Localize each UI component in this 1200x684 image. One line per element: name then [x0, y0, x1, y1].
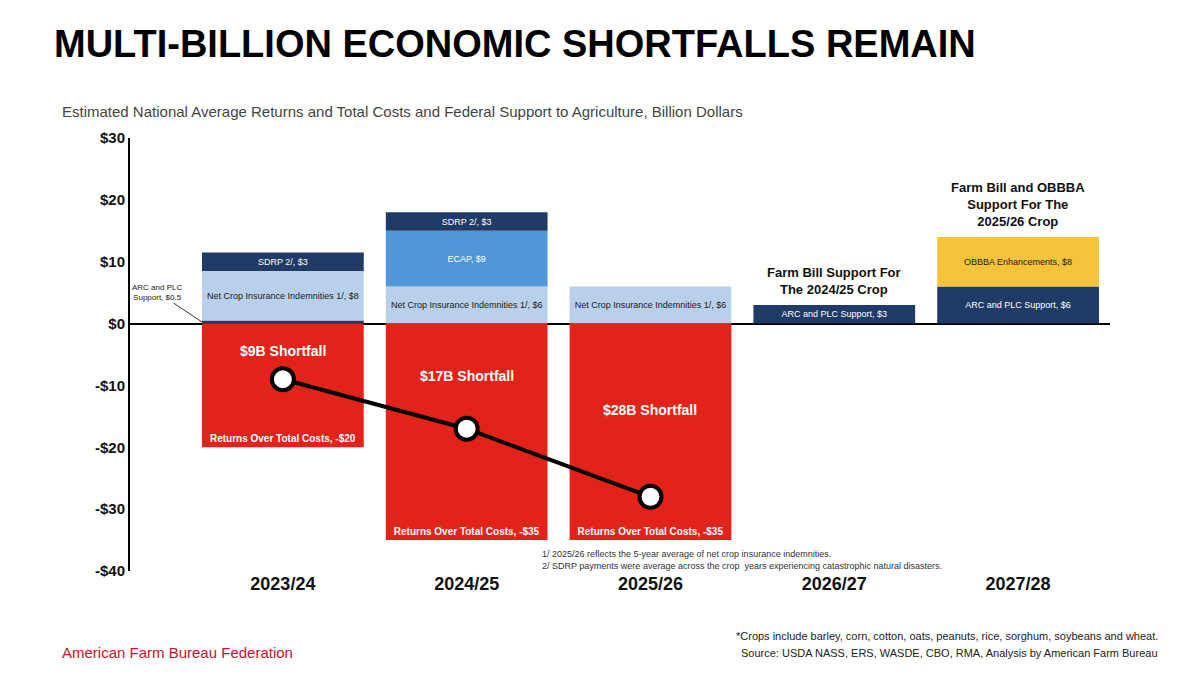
svg-text:Returns Over Total Costs, -$35: Returns Over Total Costs, -$35: [578, 526, 724, 537]
svg-text:Farm Bill and OBBBASupport For: Farm Bill and OBBBASupport For The2025/2…: [951, 180, 1085, 229]
svg-text:$0: $0: [108, 315, 125, 332]
svg-text:ECAP, $9: ECAP, $9: [447, 254, 485, 264]
svg-text:MULTI-BILLION ECONOMIC SHORTFA: MULTI-BILLION ECONOMIC SHORTFALLS REMAIN: [54, 23, 976, 65]
svg-text:Net Crop Insurance Indemnities: Net Crop Insurance Indemnities 1/, $6: [575, 300, 727, 310]
svg-text:$9B Shortfall: $9B Shortfall: [240, 343, 326, 359]
svg-text:$28B Shortfall: $28B Shortfall: [603, 402, 697, 418]
svg-text:Estimated National Average Ret: Estimated National Average Returns and T…: [62, 103, 743, 120]
svg-text:ARC and PLCSupport, $0.5: ARC and PLCSupport, $0.5: [132, 283, 182, 302]
svg-text:-$10: -$10: [95, 377, 125, 394]
svg-text:2025/26: 2025/26: [618, 574, 683, 594]
svg-text:Source: USDA NASS, ERS, WASDE,: Source: USDA NASS, ERS, WASDE, CBO, RMA,…: [741, 647, 1158, 659]
svg-text:2024/25: 2024/25: [434, 574, 499, 594]
svg-text:Net Crop Insurance Indemnities: Net Crop Insurance Indemnities 1/, $8: [207, 291, 359, 301]
svg-text:*Crops include barley, corn, c: *Crops include barley, corn, cotton, oat…: [736, 630, 1158, 642]
svg-text:2023/24: 2023/24: [250, 574, 315, 594]
svg-text:SDRP 2/, $3: SDRP 2/, $3: [442, 217, 492, 227]
svg-text:2027/28: 2027/28: [986, 574, 1051, 594]
svg-text:OBBBA Enhancements, $8: OBBBA Enhancements, $8: [964, 257, 1072, 267]
svg-text:-$40: -$40: [95, 562, 125, 579]
svg-text:-$20: -$20: [95, 439, 125, 456]
svg-text:2/ SDRP payments were average: 2/ SDRP payments were average across the…: [542, 561, 942, 571]
svg-text:SDRP 2/, $3: SDRP 2/, $3: [258, 257, 308, 267]
svg-text:Farm Bill Support ForThe 2024/: Farm Bill Support ForThe 2024/25 Crop: [767, 265, 901, 297]
svg-text:ARC and PLC Support, $3: ARC and PLC Support, $3: [782, 309, 888, 319]
svg-text:2026/27: 2026/27: [802, 574, 867, 594]
svg-text:Net Crop Insurance Indemnities: Net Crop Insurance Indemnities 1/, $6: [391, 300, 543, 310]
svg-text:1/ 2025/26 reflects the 5-year: 1/ 2025/26 reflects the 5-year average o…: [542, 549, 831, 559]
svg-text:$17B Shortfall: $17B Shortfall: [420, 368, 514, 384]
svg-text:$10: $10: [100, 253, 125, 270]
svg-text:American Farm Bureau Federatio: American Farm Bureau Federation: [62, 644, 293, 661]
svg-text:-$30: -$30: [95, 500, 125, 517]
svg-text:Returns Over Total Costs, -$20: Returns Over Total Costs, -$20: [210, 433, 356, 444]
svg-text:ARC and PLC Support, $6: ARC and PLC Support, $6: [965, 300, 1071, 310]
svg-text:$30: $30: [100, 129, 125, 146]
svg-text:Returns Over Total Costs, -$35: Returns Over Total Costs, -$35: [394, 526, 540, 537]
svg-text:$20: $20: [100, 191, 125, 208]
